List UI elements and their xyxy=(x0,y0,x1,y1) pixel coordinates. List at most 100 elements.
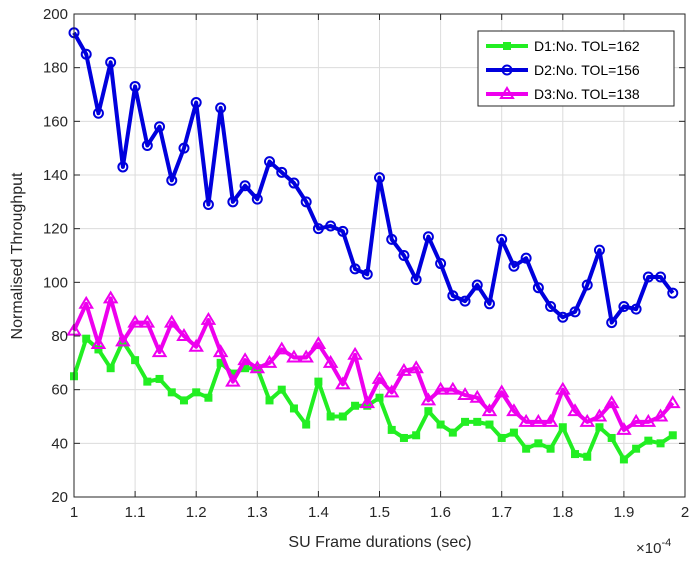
data-point-d1 xyxy=(497,433,506,442)
data-point-d3 xyxy=(78,295,94,309)
data-point-d2 xyxy=(483,298,495,310)
data-point-d3 xyxy=(261,354,278,368)
data-point-d1 xyxy=(289,404,298,413)
data-point-d1 xyxy=(82,334,91,343)
legend: D1:No. TOL=162 D2:No. TOL=156 D3:No. TOL… xyxy=(477,30,675,107)
x-tick-label: 1 xyxy=(70,504,78,521)
data-point-d2 xyxy=(312,223,324,235)
data-point-d1 xyxy=(473,417,482,426)
data-point-d3 xyxy=(212,344,229,358)
data-point-d3 xyxy=(457,387,473,401)
data-point-d3 xyxy=(102,290,119,304)
data-point-d1 xyxy=(216,358,225,367)
data-point-d2 xyxy=(288,177,300,189)
legend-label-d2: D2:No. TOL=156 xyxy=(534,62,640,78)
data-point-d3 xyxy=(359,395,376,409)
data-point-d3 xyxy=(591,408,608,422)
legend-marker-d1 xyxy=(503,42,511,50)
data-point-d2 xyxy=(105,56,117,68)
data-point-d1 xyxy=(583,452,592,461)
data-point-d3 xyxy=(90,336,107,350)
data-point-d1 xyxy=(363,401,372,410)
x-multiplier-exponent: -4 xyxy=(661,537,671,549)
data-point-d1 xyxy=(314,377,323,386)
data-point-d2 xyxy=(520,252,532,264)
data-point-d1 xyxy=(656,439,665,448)
data-point-d1 xyxy=(668,431,677,440)
data-point-d2 xyxy=(239,180,251,192)
data-point-d2 xyxy=(264,156,276,168)
data-point-d3 xyxy=(127,314,143,328)
legend-entry-d2: D2:No. TOL=156 xyxy=(486,62,640,78)
data-point-d1 xyxy=(277,385,286,394)
data-point-d1 xyxy=(509,428,518,437)
data-point-d1 xyxy=(192,388,201,397)
legend-entry-d1: D1:No. TOL=162 xyxy=(486,38,640,54)
data-point-d3 xyxy=(445,381,461,395)
data-point-d3 xyxy=(249,360,266,374)
data-point-d2 xyxy=(410,274,422,286)
y-tick-label: 140 xyxy=(43,167,68,184)
data-point-d2 xyxy=(129,80,141,92)
series-line-d2 xyxy=(72,31,675,325)
data-point-d1 xyxy=(106,364,115,373)
y-tick-label: 80 xyxy=(51,328,68,345)
data-point-d3 xyxy=(665,395,681,409)
data-point-d2 xyxy=(545,300,557,312)
y-tick-label: 120 xyxy=(43,221,68,238)
data-point-d3 xyxy=(579,413,596,427)
data-point-d1 xyxy=(179,396,188,405)
data-point-d3 xyxy=(432,381,449,395)
data-point-d2 xyxy=(190,97,202,109)
data-point-d3 xyxy=(542,413,559,427)
data-point-d3 xyxy=(603,395,620,409)
data-point-d2 xyxy=(325,220,337,232)
data-point-d3 xyxy=(115,333,131,347)
data-point-d1 xyxy=(619,455,628,464)
data-point-d3 xyxy=(139,314,156,328)
data-point-d1 xyxy=(448,428,457,437)
x-tick-label: 2 xyxy=(681,504,689,521)
x-tick-label: 1.9 xyxy=(613,504,634,521)
data-point-d1 xyxy=(228,369,237,378)
data-point-d1 xyxy=(399,433,408,442)
y-tick-label: 200 xyxy=(43,6,68,23)
data-point-d2 xyxy=(117,161,129,173)
series-d2 xyxy=(68,27,679,329)
x-tick-label: 1.2 xyxy=(186,504,207,521)
legend-marker-d3 xyxy=(499,86,515,99)
data-point-d3 xyxy=(225,373,241,387)
y-tick-label: 60 xyxy=(51,382,68,399)
data-point-d3 xyxy=(371,370,388,384)
data-point-d3 xyxy=(188,338,204,352)
data-point-d1 xyxy=(167,388,176,397)
data-point-d3 xyxy=(298,349,314,363)
data-point-d2 xyxy=(215,102,227,114)
data-point-d1 xyxy=(534,439,543,448)
y-tick-label: 160 xyxy=(43,113,68,130)
data-point-d1 xyxy=(632,444,641,453)
data-point-d2 xyxy=(642,271,654,283)
data-point-d1 xyxy=(522,444,531,453)
data-point-d3 xyxy=(652,408,669,422)
data-point-d2 xyxy=(508,260,520,272)
data-point-d3 xyxy=(481,403,498,417)
legend-entry-d3: D3:No. TOL=138 xyxy=(486,86,640,102)
data-point-d1 xyxy=(546,444,555,453)
data-point-d2 xyxy=(178,142,190,154)
data-point-d1 xyxy=(595,423,604,432)
x-tick-label: 1.6 xyxy=(430,504,451,521)
data-point-d2 xyxy=(141,139,153,151)
data-point-d2 xyxy=(422,231,434,243)
series-d3 xyxy=(66,290,681,435)
data-point-d2 xyxy=(618,300,630,312)
data-point-d2 xyxy=(92,107,104,119)
x-tick-label: 1.1 xyxy=(125,504,146,521)
data-point-d3 xyxy=(383,384,400,398)
y-tick-label: 20 xyxy=(51,489,68,506)
data-point-d1 xyxy=(424,407,433,416)
x-multiplier: ×10-4 xyxy=(636,537,671,557)
data-point-d2 xyxy=(557,311,569,323)
data-point-d3 xyxy=(506,403,522,417)
